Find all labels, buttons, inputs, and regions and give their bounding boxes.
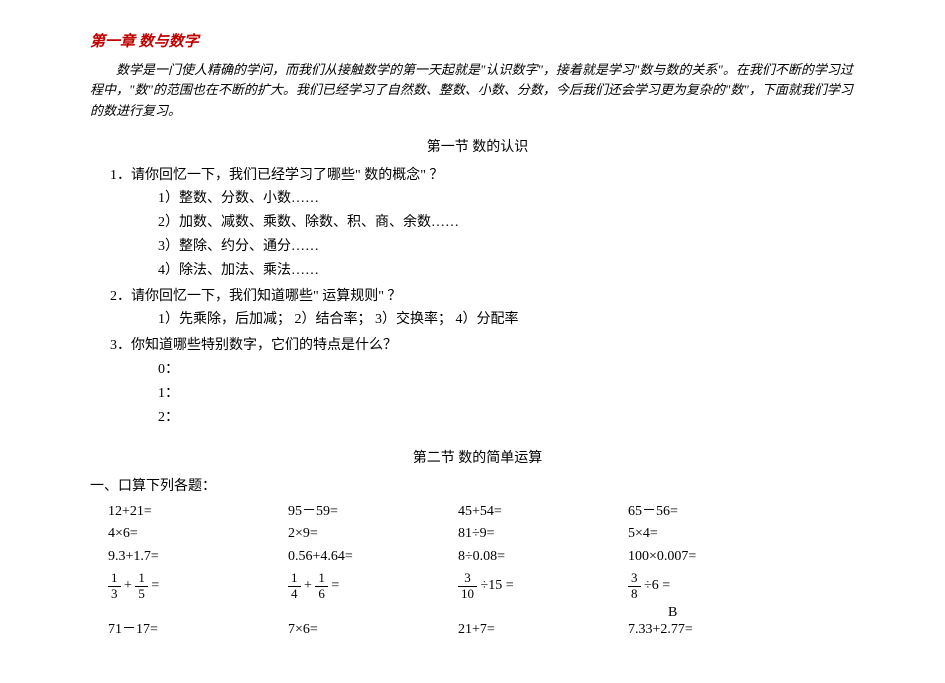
fraction: 15 <box>135 571 148 601</box>
calc-cell: 7×6= <box>288 619 458 641</box>
calc-cell: 21+7= <box>458 619 628 641</box>
calc-cell: 9.3+1.7= <box>108 546 288 568</box>
question-list: 1．请你回忆一下，我们已经学习了哪些" 数的概念" ？ 1）整数、分数、小数……… <box>110 164 865 430</box>
calc-label: 一、口算下列各题： <box>90 475 865 499</box>
calc-row: 12+21= 95－59= 45+54= 65－56= <box>108 501 865 523</box>
calc-cell: 310 ÷15 = <box>458 568 628 604</box>
fraction: 13 <box>108 571 121 601</box>
q1-1: 1）整数、分数、小数…… <box>158 187 865 211</box>
value: 15 <box>488 578 502 593</box>
calc-cell: 95－59= <box>288 501 458 523</box>
calc-grid: 12+21= 95－59= 45+54= 65－56= 4×6= 2×9= 81… <box>108 501 865 641</box>
calc-cell: 7.33+2.77= <box>628 619 798 641</box>
q3-1: 1： <box>158 382 865 406</box>
calc-cell: 8÷0.08= <box>458 546 628 568</box>
q3: 3．你知道哪些特别数字，它们的特点是什么？ <box>110 334 865 358</box>
b-marker: B <box>668 601 677 625</box>
section2-title: 第二节 数的简单运算 <box>90 447 865 471</box>
calc-row-frac: 13 + 15 = 14 + 16 = 310 ÷15 = 38 ÷6 = <box>108 568 865 604</box>
calc-cell: 5×4= <box>628 523 798 545</box>
section1-title: 第一节 数的认识 <box>90 136 865 160</box>
fraction: 38 <box>628 571 641 601</box>
q2: 2．请你回忆一下，我们知道哪些" 运算规则" ？ <box>110 285 865 309</box>
fraction: 14 <box>288 571 301 601</box>
q1: 1．请你回忆一下，我们已经学习了哪些" 数的概念" ？ <box>110 164 865 188</box>
calc-row: 4×6= 2×9= 81÷9= 5×4= <box>108 523 865 545</box>
calc-cell: 2×9= <box>288 523 458 545</box>
q1-3: 3）整除、约分、通分…… <box>158 235 865 259</box>
calc-row: 71－17= 7×6= 21+7= 7.33+2.77= <box>108 619 865 641</box>
fraction: 310 <box>458 571 477 601</box>
calc-row: 9.3+1.7= 0.56+4.64= 8÷0.08= 100×0.007= <box>108 546 865 568</box>
fraction: 16 <box>315 571 328 601</box>
calc-cell: 38 ÷6 = <box>628 568 798 604</box>
calc-cell: 0.56+4.64= <box>288 546 458 568</box>
calc-cell: 14 + 16 = <box>288 568 458 604</box>
q1-4: 4）除法、加法、乘法…… <box>158 259 865 283</box>
chapter-title: 第一章 数与数字 <box>90 30 865 56</box>
calc-cell: 13 + 15 = <box>108 568 288 604</box>
calc-cell: 4×6= <box>108 523 288 545</box>
calc-cell: 71－17= <box>108 619 288 641</box>
calc-cell: 65－56= <box>628 501 798 523</box>
q2-1: 1）先乘除，后加减； 2）结合率； 3）交换率； 4）分配率 <box>158 308 865 332</box>
calc-cell: 12+21= <box>108 501 288 523</box>
intro-paragraph: 数学是一门使人精确的学问，而我们从接触数学的第一天起就是"认识数字"，接着就是学… <box>90 60 865 122</box>
value: 6 <box>652 578 659 593</box>
q3-0: 0： <box>158 358 865 382</box>
q1-2: 2）加数、减数、乘数、除数、积、商、余数…… <box>158 211 865 235</box>
calc-cell: 45+54= <box>458 501 628 523</box>
calc-cell: 81÷9= <box>458 523 628 545</box>
q3-2: 2： <box>158 406 865 430</box>
calc-cell: 100×0.007= <box>628 546 798 568</box>
